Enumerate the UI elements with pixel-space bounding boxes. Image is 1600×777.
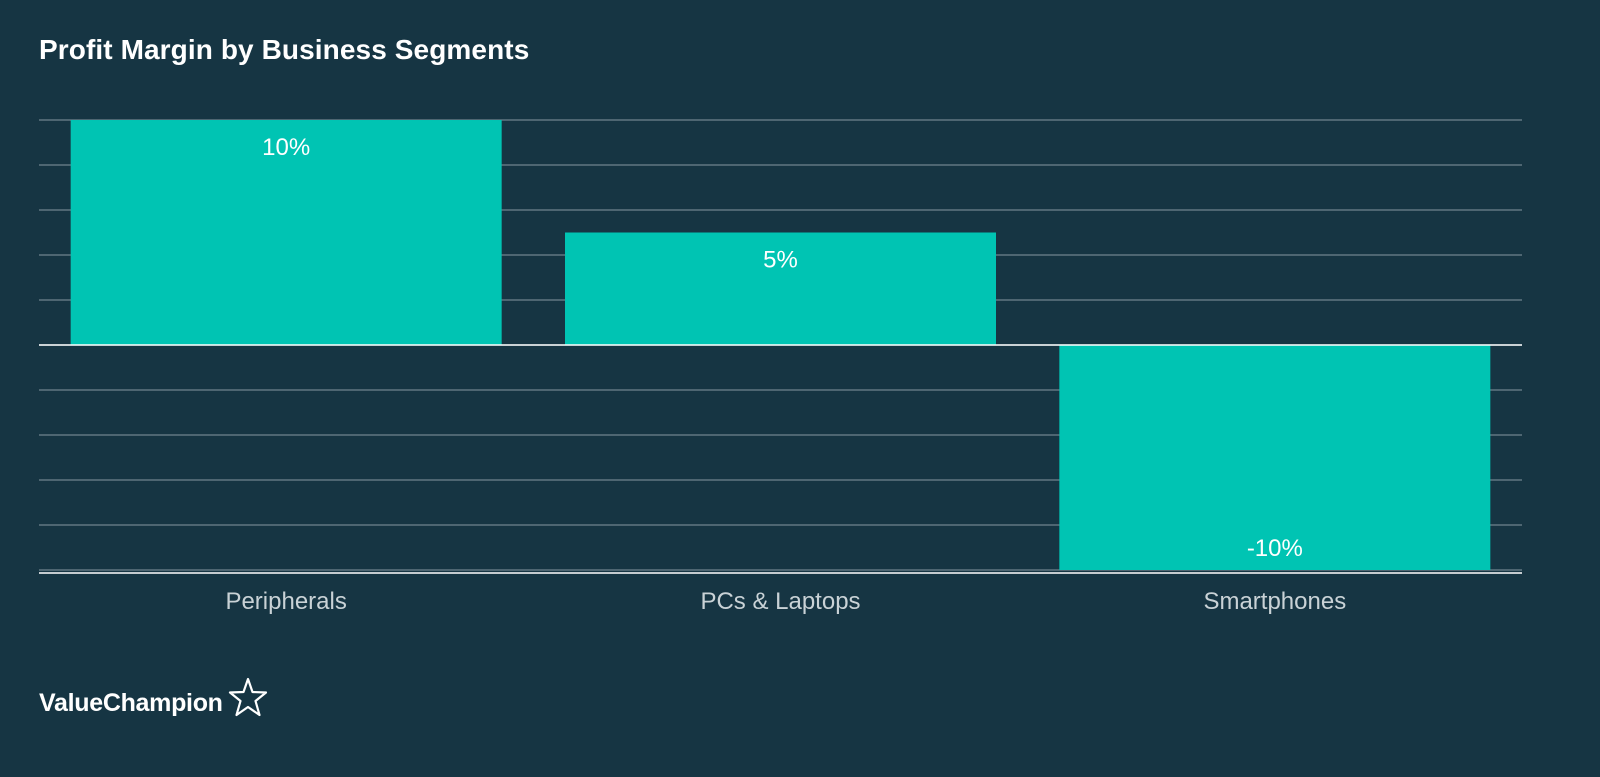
bar-peripherals (70, 120, 502, 345)
bar-value-label: -10% (1247, 535, 1303, 562)
x-tick-label: Smartphones (1203, 588, 1346, 615)
brand-name: ValueChampion (39, 688, 223, 717)
x-tick-label: Peripherals (225, 588, 346, 615)
bars (39, 120, 1522, 570)
bar-value-label: 5% (763, 247, 798, 274)
x-tick-label: PCs & Laptops (700, 588, 860, 615)
star-outline-icon (228, 677, 267, 717)
bar-pcs-laptops (565, 232, 996, 345)
bar-value-label: 10% (262, 134, 310, 161)
labels: 10% Peripherals 5% PCs & Laptops -10% Smartph… (225, 134, 1346, 615)
brand-logo: ValueChampion (39, 677, 269, 718)
bar-smartphones (1059, 345, 1491, 570)
chart-title: Profit Margin by Business Segments (39, 34, 530, 65)
